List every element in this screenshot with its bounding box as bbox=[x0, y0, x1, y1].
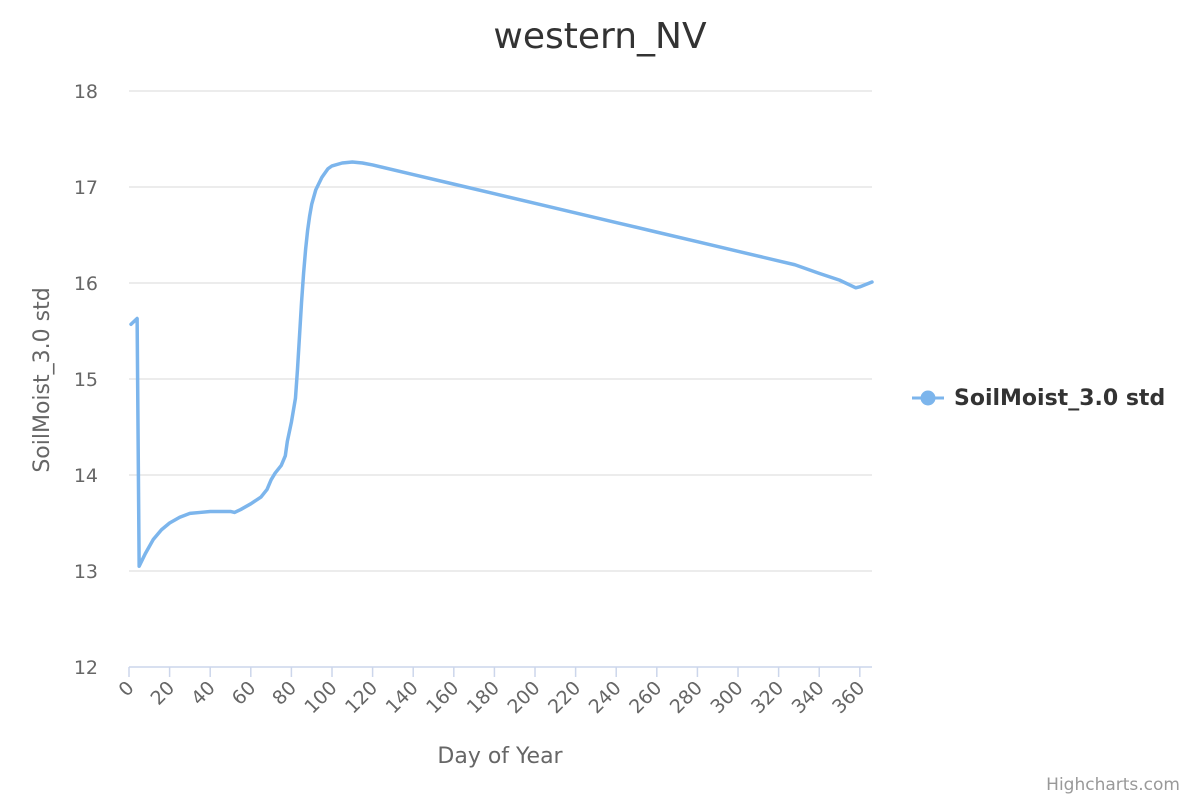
y-tick-label: 14 bbox=[74, 465, 98, 487]
series-lines bbox=[129, 160, 874, 568]
legend-circle-marker bbox=[920, 390, 936, 406]
legend[interactable]: SoilMoist_3.0 std bbox=[912, 386, 1165, 411]
y-tick-label: 15 bbox=[74, 369, 98, 391]
y-tick-label: 12 bbox=[74, 657, 98, 679]
x-axis-title: Day of Year bbox=[437, 744, 563, 769]
y-tick-label: 16 bbox=[74, 273, 98, 295]
y-axis-title: SoilMoist_3.0 std bbox=[30, 287, 55, 472]
legend-item-label[interactable]: SoilMoist_3.0 std bbox=[954, 386, 1165, 411]
y-gridlines bbox=[129, 90, 872, 572]
series-line[interactable] bbox=[129, 160, 874, 568]
chart-title: western_NV bbox=[493, 16, 707, 57]
credits-link[interactable]: Highcharts.com bbox=[1046, 775, 1180, 795]
y-tick-label: 18 bbox=[74, 81, 98, 103]
y-tick-label: 17 bbox=[74, 177, 98, 199]
y-tick-labels: 12 13 14 15 16 17 18 bbox=[74, 81, 98, 679]
y-tick-label: 13 bbox=[74, 561, 98, 583]
